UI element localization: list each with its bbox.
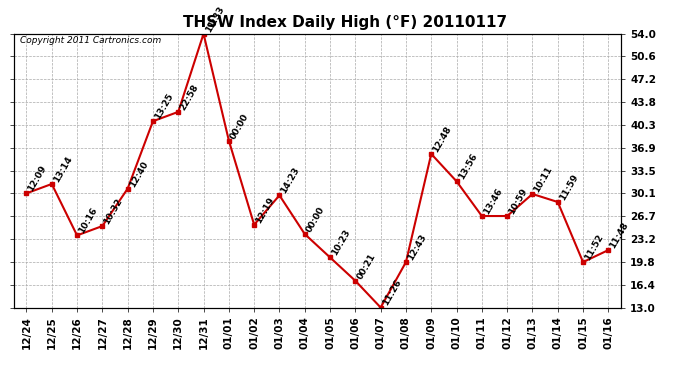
Text: 13:25: 13:25 (153, 92, 175, 121)
Text: 13:56: 13:56 (457, 152, 479, 181)
Text: 00:21: 00:21 (355, 252, 377, 281)
Text: 13:14: 13:14 (52, 154, 74, 184)
Text: 14:23: 14:23 (279, 166, 302, 195)
Text: 11:26: 11:26 (381, 278, 403, 308)
Text: THSW Index Daily High (°F) 20110117: THSW Index Daily High (°F) 20110117 (183, 15, 507, 30)
Text: Copyright 2011 Cartronics.com: Copyright 2011 Cartronics.com (20, 36, 161, 45)
Text: 10:16: 10:16 (77, 206, 99, 236)
Text: 10:32: 10:32 (102, 197, 124, 226)
Text: 11:48: 11:48 (609, 220, 631, 250)
Text: 12:19: 12:19 (254, 195, 276, 225)
Text: 10:59: 10:59 (507, 187, 529, 216)
Text: 12:09: 12:09 (26, 164, 48, 194)
Text: 11:52: 11:52 (583, 233, 605, 262)
Text: 00:00: 00:00 (229, 112, 250, 141)
Text: 10:23: 10:23 (330, 228, 352, 257)
Text: 12:48: 12:48 (431, 124, 453, 154)
Text: 13:46: 13:46 (482, 187, 504, 216)
Text: 12:43: 12:43 (406, 233, 428, 262)
Text: 22:58: 22:58 (178, 82, 200, 112)
Text: 12:40: 12:40 (128, 159, 150, 189)
Text: 10:11: 10:11 (533, 165, 555, 194)
Text: 11:59: 11:59 (558, 172, 580, 202)
Text: 00:00: 00:00 (305, 205, 326, 234)
Text: 11:33: 11:33 (204, 4, 226, 34)
